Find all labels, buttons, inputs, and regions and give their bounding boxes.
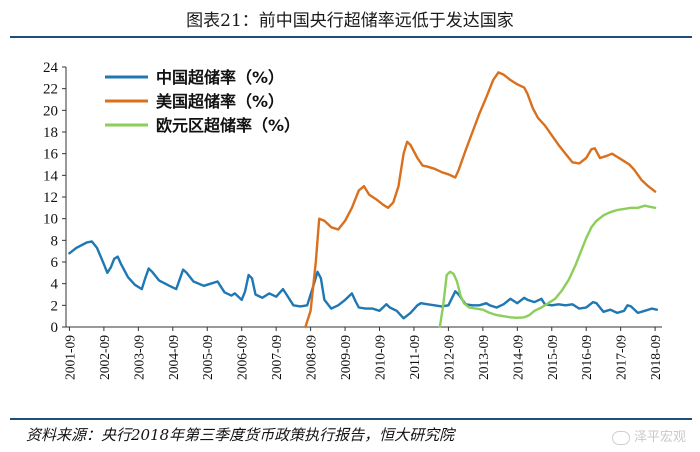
x-tick-label: 2003-09 bbox=[131, 335, 146, 380]
x-tick-label: 2005-09 bbox=[200, 335, 215, 380]
y-tick-label: 16 bbox=[43, 147, 59, 163]
x-tick-label: 2017-09 bbox=[614, 335, 629, 380]
x-tick-label: 2015-09 bbox=[545, 335, 560, 380]
x-tick-label: 2016-09 bbox=[579, 335, 594, 380]
x-tick-label: 2004-09 bbox=[166, 335, 181, 380]
x-tick-label: 2007-09 bbox=[269, 335, 284, 380]
legend-label-3: 欧元区超储率（%） bbox=[156, 116, 300, 135]
y-tick-label: 8 bbox=[51, 233, 59, 249]
x-tick-label: 2012-09 bbox=[441, 335, 456, 380]
chat-bubble-icon bbox=[611, 430, 630, 445]
series-line-1 bbox=[68, 240, 658, 320]
x-tick-label: 2013-09 bbox=[476, 335, 491, 380]
watermark: 泽平宏观 bbox=[611, 426, 686, 445]
chart-legend: 中国超储率（%） 美国超储率（%） 欧元区超储率（%） bbox=[105, 68, 300, 135]
source-rule bbox=[10, 418, 692, 420]
x-tick-label: 2011-09 bbox=[407, 335, 422, 380]
x-tick-label: 2009-09 bbox=[338, 335, 353, 380]
y-tick-label: 2 bbox=[51, 298, 59, 314]
y-tick-label: 4 bbox=[51, 277, 59, 293]
x-tick-label: 2002-09 bbox=[97, 335, 112, 380]
legend-label-1: 中国超储率（%） bbox=[156, 68, 284, 87]
y-tick-label: 22 bbox=[43, 82, 58, 98]
x-tick-label: 2018-09 bbox=[648, 335, 663, 380]
x-tick-label: 2014-09 bbox=[510, 335, 525, 380]
x-tick-label: 2010-09 bbox=[373, 335, 388, 380]
y-tick-label: 14 bbox=[43, 168, 59, 184]
y-tick-label: 24 bbox=[43, 60, 59, 76]
legend-label-2: 美国超储率（%） bbox=[156, 92, 284, 111]
y-tick-label: 20 bbox=[43, 103, 58, 119]
watermark-label: 泽平宏观 bbox=[633, 430, 686, 445]
y-tick-label: 0 bbox=[51, 320, 59, 336]
x-tick-label: 2008-09 bbox=[304, 335, 319, 380]
x-tick-label: 2001-09 bbox=[62, 335, 77, 380]
y-tick-label: 6 bbox=[51, 255, 59, 271]
y-tick-label: 18 bbox=[43, 125, 58, 141]
chart-series bbox=[68, 71, 658, 329]
series-line-2 bbox=[304, 71, 657, 329]
x-tick-label: 2006-09 bbox=[235, 335, 250, 380]
y-tick-label: 10 bbox=[43, 212, 58, 228]
figure-title: 图表21：前中国央行超储率远低于发达国家 bbox=[186, 11, 514, 31]
y-tick-label: 12 bbox=[43, 190, 58, 206]
series-line-3 bbox=[438, 204, 657, 329]
source-note: 资料来源：央行2018年第三季度货币政策执行报告，恒大研究院 bbox=[26, 426, 455, 444]
title-rule bbox=[10, 36, 692, 38]
